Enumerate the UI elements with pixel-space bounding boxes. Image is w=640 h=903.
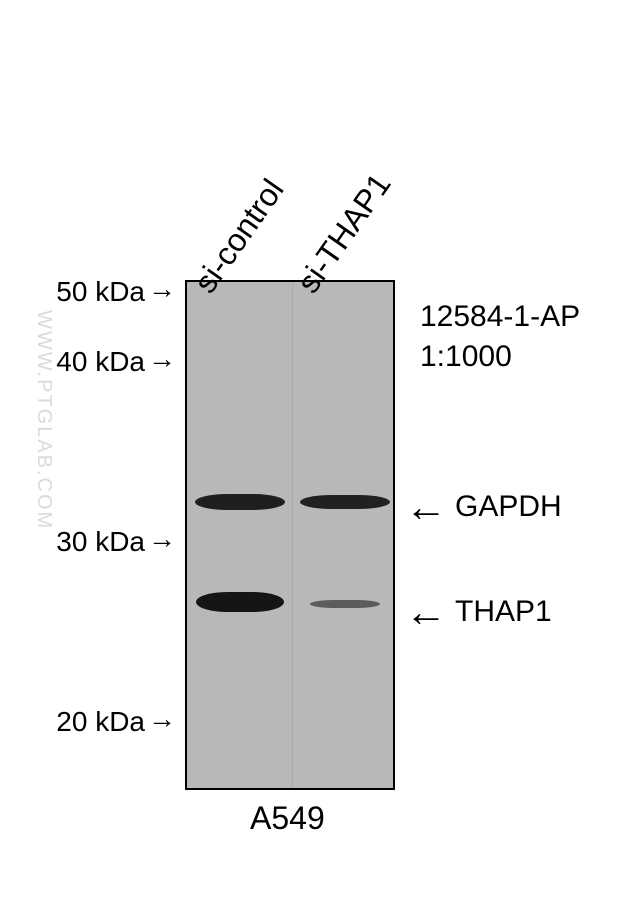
antibody-id: 12584-1-AP xyxy=(420,300,580,334)
band-gapdh-lane0 xyxy=(195,494,285,510)
band-label-thap1: THAP1 xyxy=(455,595,552,629)
band-arrow-thap1: ← xyxy=(405,588,447,636)
lane-divider xyxy=(292,282,293,788)
marker-label-2: 30 kDa xyxy=(45,526,145,558)
figure-container: WWW.PTGLAB.COM si-control si-THAP1 50 kD… xyxy=(0,0,640,903)
marker-label-0: 50 kDa xyxy=(45,276,145,308)
marker-label-3: 20 kDa xyxy=(45,706,145,738)
blot-membrane xyxy=(185,280,395,790)
marker-arrow-3: → xyxy=(148,703,176,735)
band-thap1-lane0 xyxy=(196,592,284,612)
antibody-dilution: 1:1000 xyxy=(420,340,512,374)
marker-arrow-1: → xyxy=(148,343,176,375)
sample-label: A549 xyxy=(250,800,325,837)
marker-label-1: 40 kDa xyxy=(45,346,145,378)
marker-arrow-0: → xyxy=(148,273,176,305)
band-label-gapdh: GAPDH xyxy=(455,490,562,524)
band-thap1-lane1 xyxy=(310,600,380,608)
marker-arrow-2: → xyxy=(148,523,176,555)
band-gapdh-lane1 xyxy=(300,495,390,509)
watermark-text: WWW.PTGLAB.COM xyxy=(32,310,55,530)
band-arrow-gapdh: ← xyxy=(405,483,447,531)
